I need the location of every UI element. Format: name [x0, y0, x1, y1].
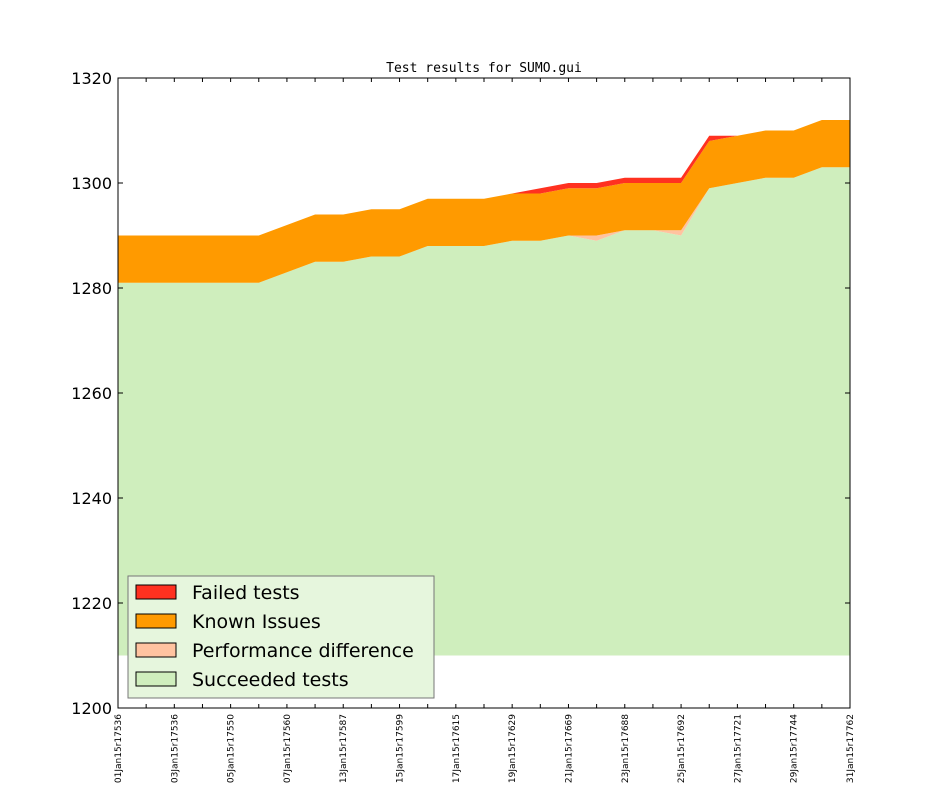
area-known-issues — [118, 120, 850, 283]
x-tick-label: 19Jan15r17629 — [508, 714, 518, 783]
y-tick-label: 1300 — [71, 174, 112, 193]
legend-box — [127, 575, 435, 699]
y-tick-label: 1200 — [71, 699, 112, 718]
y-tick-label: 1240 — [71, 489, 112, 508]
legend-swatch — [135, 584, 177, 600]
x-tick-label: 25Jan15r17692 — [677, 714, 687, 783]
legend-label: Succeeded tests — [192, 669, 349, 691]
x-tick-label: 27Jan15r17721 — [733, 714, 743, 783]
x-tick-label: 23Jan15r17688 — [621, 714, 631, 783]
chart-title: Test results for SUMO.gui — [386, 61, 582, 76]
x-tick-label: 17Jan15r17615 — [452, 714, 462, 783]
y-tick-label: 1280 — [71, 279, 112, 298]
x-tick-label: 03Jan15r17536 — [170, 714, 180, 783]
x-tick-label: 29Jan15r17744 — [790, 714, 800, 783]
legend-swatch — [135, 671, 177, 687]
legend-label: Known Issues — [192, 611, 321, 633]
area-succeeded-tests — [118, 167, 850, 656]
legend-swatch — [135, 642, 177, 658]
y-tick-label: 1260 — [71, 384, 112, 403]
x-tick-label: 13Jan15r17587 — [339, 714, 349, 783]
x-tick-label: 15Jan15r17599 — [396, 714, 406, 783]
x-tick-label: 31Jan15r17762 — [846, 714, 856, 783]
x-tick-label: 01Jan15r17536 — [114, 714, 124, 783]
x-tick-label: 05Jan15r17550 — [227, 714, 237, 783]
y-tick-label: 1220 — [71, 594, 112, 613]
x-tick-label: 21Jan15r17669 — [564, 714, 574, 783]
legend-label: Performance difference — [192, 640, 414, 662]
x-tick-label: 07Jan15r17560 — [283, 714, 293, 783]
legend-swatch — [135, 613, 177, 629]
y-tick-label: 1320 — [71, 69, 112, 88]
legend-label: Failed tests — [192, 582, 300, 604]
